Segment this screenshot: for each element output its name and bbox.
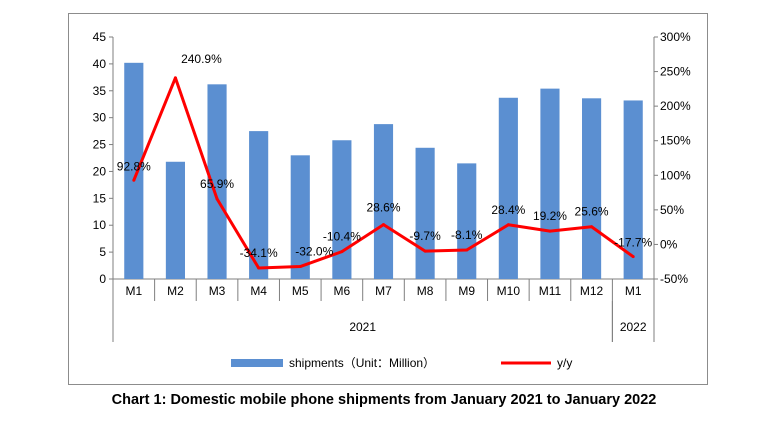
x-tick-label: M10 [497, 284, 521, 298]
bar [623, 100, 643, 279]
left-tick-label: 10 [93, 218, 107, 232]
yoy-point [631, 255, 635, 259]
axes-layer: 0 5 10 15 20 25 30 35 40 45 -50% 0% 50% 100% 150% 200% 2… [93, 30, 691, 342]
legend-bar-swatch [231, 359, 283, 367]
left-tick-label: 30 [93, 111, 107, 125]
bar [290, 155, 310, 279]
yoy-point [382, 223, 385, 227]
data-label: -34.1% [240, 246, 278, 260]
chart-title: Chart 1: Domestic mobile phone shipments… [111, 392, 657, 408]
bar [457, 163, 477, 279]
data-label: 28.4% [491, 203, 525, 217]
yoy-point [548, 229, 552, 233]
line-layer [132, 76, 635, 270]
left-tick-label: 45 [93, 30, 107, 44]
left-tick-label: 25 [93, 138, 107, 152]
year-label: 2022 [620, 320, 647, 334]
legend-bar-label: shipments（Unit：Million） [289, 356, 435, 370]
bar [415, 147, 435, 279]
x-tick-label: M6 [334, 284, 351, 298]
yoy-point [590, 225, 594, 229]
yoy-point [423, 249, 427, 253]
yoy-point [257, 266, 261, 270]
x-tick-label: M1 [625, 284, 642, 298]
legend: shipments（Unit：Million） y/y [231, 356, 572, 370]
right-tick-label: 0% [660, 237, 678, 251]
bar [207, 84, 227, 279]
bar [582, 98, 602, 279]
right-tick-label: 200% [660, 99, 691, 113]
bar [498, 97, 518, 279]
yoy-point [173, 76, 177, 80]
yoy-point [506, 223, 510, 227]
yoy-point [340, 250, 344, 254]
chart-svg: 0 5 10 15 20 25 30 35 40 45 -50% 0% 50% 100% 150% 200% 2… [93, 30, 691, 370]
data-label: -9.7% [409, 229, 441, 243]
bar [165, 161, 185, 279]
data-label: 28.6% [366, 201, 400, 215]
x-tick-label: M4 [250, 284, 267, 298]
right-tick-label: 150% [660, 134, 691, 148]
left-tick-label: 20 [93, 164, 107, 178]
right-tick-label: 100% [660, 168, 691, 182]
data-label: 25.6% [575, 205, 609, 219]
data-label: -10.4% [323, 230, 361, 244]
x-tick-label: M11 [539, 284, 562, 298]
right-tick-label: 250% [660, 65, 691, 79]
left-tick-label: 5 [99, 245, 106, 259]
legend-line-label: y/y [557, 356, 572, 370]
bar [332, 140, 352, 279]
x-tick-label: M1 [125, 284, 142, 298]
left-tick-label: 15 [93, 191, 107, 205]
labels-layer: 92.8%240.9%65.9%-34.1% -32.0%-10.4%28.6%-… [117, 52, 653, 260]
x-tick-label: M2 [167, 284, 184, 298]
data-label: 19.2% [533, 209, 567, 223]
x-tick-label: M3 [209, 284, 226, 298]
data-label: 240.9% [181, 52, 222, 66]
chart-frame: 0 5 10 15 20 25 30 35 40 45 -50% 0% 50% 100% 150% 200% 2… [68, 13, 708, 385]
year-label: 2021 [349, 320, 376, 334]
x-tick-label: M12 [580, 284, 604, 298]
bar [373, 124, 394, 280]
yoy-point [132, 178, 136, 182]
bar [540, 88, 560, 279]
data-label: 65.9% [200, 177, 234, 191]
bar [249, 131, 269, 279]
bars-layer [124, 62, 643, 280]
x-tick-label: M5 [292, 284, 309, 298]
right-tick-label: -50% [660, 272, 688, 286]
right-tick-label: 50% [660, 203, 684, 217]
left-tick-label: 0 [99, 272, 106, 286]
data-label: -32.0% [295, 245, 333, 259]
yoy-point [298, 265, 302, 269]
data-label: -17.7% [614, 236, 652, 250]
left-tick-label: 40 [93, 57, 107, 71]
x-tick-label: M9 [458, 284, 475, 298]
right-tick-label: 300% [660, 30, 691, 44]
x-tick-label: M7 [375, 284, 392, 298]
yoy-point [465, 248, 469, 252]
x-tick-label: M8 [417, 284, 434, 298]
left-tick-label: 35 [93, 84, 107, 98]
data-label: 92.8% [117, 159, 151, 173]
yoy-point [215, 197, 219, 201]
data-label: -8.1% [451, 228, 483, 242]
bar [124, 62, 144, 280]
